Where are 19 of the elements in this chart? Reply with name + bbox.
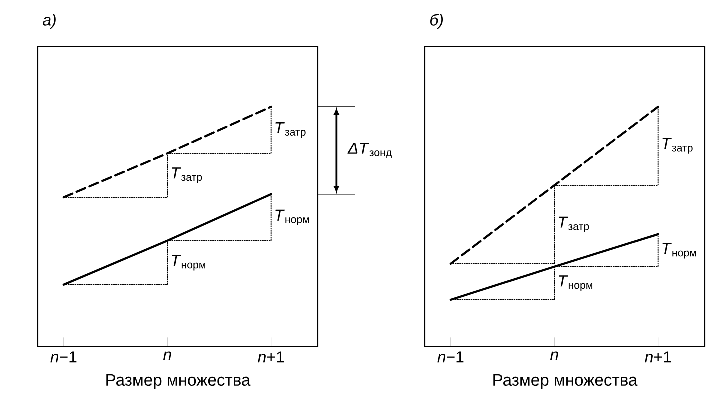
- x-tick-label: n: [550, 352, 558, 360]
- annotation: T$_{затр}$: [662, 138, 693, 154]
- x-tick-label: n: [163, 352, 172, 360]
- x-tick-label: n+1: [645, 352, 672, 363]
- x-axis-title: Размер множества: [494, 374, 638, 390]
- x-tick-label: n−1: [438, 352, 464, 363]
- annotation: T$_{затр}$: [276, 122, 306, 138]
- x-axis-title: Размер множества: [106, 374, 251, 390]
- chart-title: б): [430, 14, 444, 29]
- chart-title: а): [43, 14, 56, 29]
- x-tick-label: n+1: [258, 352, 284, 363]
- text: ΔT$_{зонд}$: [348, 142, 392, 158]
- annotation: T$_{норм}$: [559, 276, 593, 292]
- annotation: T$_{норм}$: [276, 210, 310, 226]
- annotation: T$_{затр}$: [559, 216, 590, 232]
- annotation: T$_{затр}$: [172, 168, 202, 184]
- annotation: T$_{норм}$: [172, 255, 206, 271]
- annotation: T$_{норм}$: [662, 243, 696, 259]
- x-tick-label: n−1: [50, 352, 77, 363]
